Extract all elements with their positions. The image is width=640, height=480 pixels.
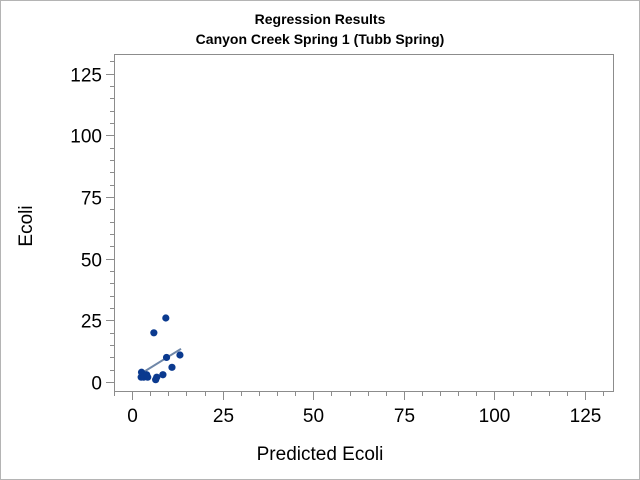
- data-point: [162, 353, 171, 362]
- y-tick-label: 50: [81, 251, 102, 272]
- x-tick-label: 125: [570, 406, 602, 427]
- data-point: [153, 373, 161, 381]
- x-tick-label: 50: [303, 406, 324, 427]
- data-point: [176, 351, 184, 359]
- x-tick-label: 75: [394, 406, 415, 427]
- y-tick-label: 100: [70, 127, 102, 148]
- x-axis-label: Predicted Ecoli: [256, 444, 384, 465]
- chart-title: Regression Results: [254, 11, 386, 27]
- x-tick-label: 25: [213, 406, 234, 427]
- data-point: [150, 329, 158, 337]
- regression-fit-line: [140, 347, 182, 375]
- data-point: [168, 363, 176, 371]
- y-tick-label: 75: [81, 189, 102, 210]
- y-tick-label: 0: [91, 374, 102, 395]
- y-axis-label: Ecoli: [16, 205, 37, 247]
- x-tick-label: 0: [127, 406, 138, 427]
- data-point: [144, 373, 152, 381]
- x-tick-label: 100: [479, 406, 511, 427]
- y-tick-label: 125: [70, 66, 102, 87]
- plot-area-border: [114, 54, 614, 392]
- data-point: [162, 314, 170, 322]
- data-point: [159, 371, 167, 379]
- y-tick-label: 25: [81, 312, 102, 333]
- chart-subtitle: Canyon Creek Spring 1 (Tubb Spring): [195, 31, 445, 47]
